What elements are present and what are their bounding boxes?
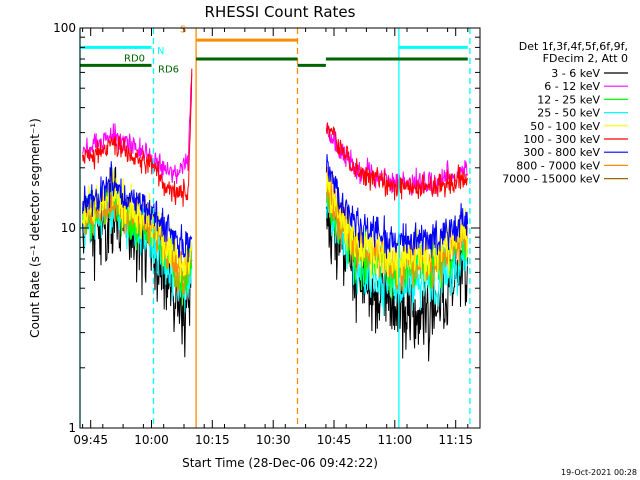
x-tick-label-1: 09:45	[73, 433, 108, 447]
x-tick-label-3: 10:15	[195, 433, 230, 447]
legend-label-100-300-kev: 100 - 300 keV	[523, 133, 600, 146]
y-axis-title: Count Rate (s⁻¹ detector segment⁻¹)	[28, 118, 42, 338]
legend-header-line-2: FDecim 2, Att 0	[543, 52, 628, 65]
attenuator-flags: S N RD0 RD6	[80, 25, 468, 75]
x-axis-title: Start Time (28-Dec-06 09:42:22)	[182, 456, 378, 470]
legend-label-800-7000-kev: 800 - 7000 keV	[516, 159, 600, 172]
series-trace-300-800-kev	[82, 154, 469, 263]
y-tick-label-2: 10	[61, 221, 76, 235]
generation-timestamp: 19-Oct-2021 00:28	[561, 468, 637, 477]
x-tick-label-7: 11:15	[438, 433, 473, 447]
legend-label-6-12-kev: 6 - 12 keV	[544, 80, 600, 93]
legend-label-300-800-kev: 300 - 800 keV	[523, 146, 600, 159]
series-trace-3-6-kev	[82, 166, 469, 362]
axes: 09:45 10:00 10:15 10:30 10:45 11:00 11:15 1 10 10…	[53, 21, 480, 447]
y-tick-label-1: 1	[68, 421, 76, 435]
legend-label-50-100-kev: 50 - 100 keV	[530, 120, 600, 133]
legend-label-12-25-kev: 12 - 25 keV	[537, 93, 600, 106]
flag-label-n: N	[157, 46, 164, 57]
x-tick-label-4: 10:30	[256, 433, 291, 447]
y-tick-label-3: 100	[53, 21, 76, 35]
flag-label-rd6: RD6	[158, 64, 179, 75]
legend-label-3-6-kev: 3 - 6 keV	[551, 67, 600, 80]
series-traces	[82, 68, 469, 362]
x-tick-label-5: 10:45	[317, 433, 352, 447]
legend-header-line-1: Det 1f,3f,4f,5f,6f,9f,	[519, 40, 628, 53]
flag-label-rd0: RD0	[124, 54, 145, 65]
x-tick-label-6: 11:00	[378, 433, 413, 447]
legend-label-25-50-kev: 25 - 50 keV	[537, 107, 600, 120]
legend-label-7000-15000-kev: 7000 - 15000 keV	[502, 173, 600, 186]
flag-label-s: S	[180, 25, 186, 36]
series-trace-100-300-kev	[82, 68, 469, 207]
x-tick-label-2: 10:00	[134, 433, 169, 447]
chart-title: RHESSI Count Rates	[205, 3, 356, 21]
legend: Det 1f,3f,4f,5f,6f,9f,FDecim 2, Att 0 3 -…	[502, 40, 628, 186]
